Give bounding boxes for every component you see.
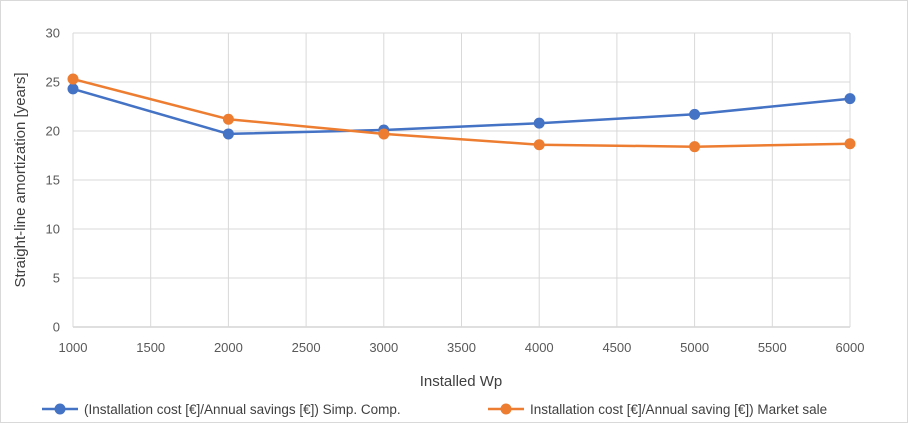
x-axis-ticks: 1000 1500 2000 2500 3000 3500 4000 4500 5000 5500… [59,340,865,355]
x-tick-label-3500: 3500 [447,340,476,355]
data-point-1-2000 [222,113,234,125]
y-axis-label: Straight-line amortization [years] [12,72,29,287]
y-tick-label-10: 10 [46,222,60,237]
y-tick-label-20: 20 [46,124,60,139]
x-axis-label: Installed Wp [420,373,503,390]
y-tick-label-15: 15 [46,173,60,188]
series-0 [67,83,856,140]
series-group [67,73,856,153]
data-point-0-1000 [67,83,79,95]
legend-label-market-sale: Installation cost [€]/Annual saving [€])… [530,402,827,417]
x-tick-label-5500: 5500 [758,340,787,355]
data-point-0-4000 [533,117,545,129]
data-point-1-5000 [689,141,701,153]
y-axis-ticks: 0 5 10 15 20 25 30 [46,26,60,335]
x-tick-label-1500: 1500 [136,340,165,355]
legend-marker-simp-comp [54,403,66,415]
legend: (Installation cost [€]/Annual savings [€… [42,402,827,417]
y-tick-label-30: 30 [46,26,60,41]
grid [72,32,851,328]
x-tick-label-5000: 5000 [680,340,709,355]
data-point-1-6000 [844,138,856,150]
data-point-0-6000 [844,93,856,105]
y-tick-label-25: 25 [46,75,60,90]
x-tick-label-3000: 3000 [369,340,398,355]
x-tick-label-2000: 2000 [214,340,243,355]
y-tick-label-5: 5 [53,271,60,286]
x-tick-label-4500: 4500 [602,340,631,355]
y-tick-label-0: 0 [53,320,60,335]
series-1 [67,73,856,153]
data-point-0-2000 [222,128,234,140]
data-point-1-4000 [533,139,545,151]
data-point-1-3000 [378,128,390,140]
x-tick-label-1000: 1000 [59,340,88,355]
series-line-1 [72,77,851,148]
legend-item-market-sale: Installation cost [€]/Annual saving [€])… [488,402,827,417]
legend-label-simp-comp: (Installation cost [€]/Annual savings [€… [84,402,401,417]
data-point-1-1000 [67,73,79,85]
legend-item-simp-comp: (Installation cost [€]/Annual savings [€… [42,402,401,417]
x-tick-label-4000: 4000 [525,340,554,355]
legend-marker-market-sale [500,403,512,415]
x-tick-label-6000: 6000 [836,340,865,355]
data-point-0-5000 [689,108,701,120]
x-tick-label-2500: 2500 [292,340,321,355]
series-line-0 [72,87,851,136]
